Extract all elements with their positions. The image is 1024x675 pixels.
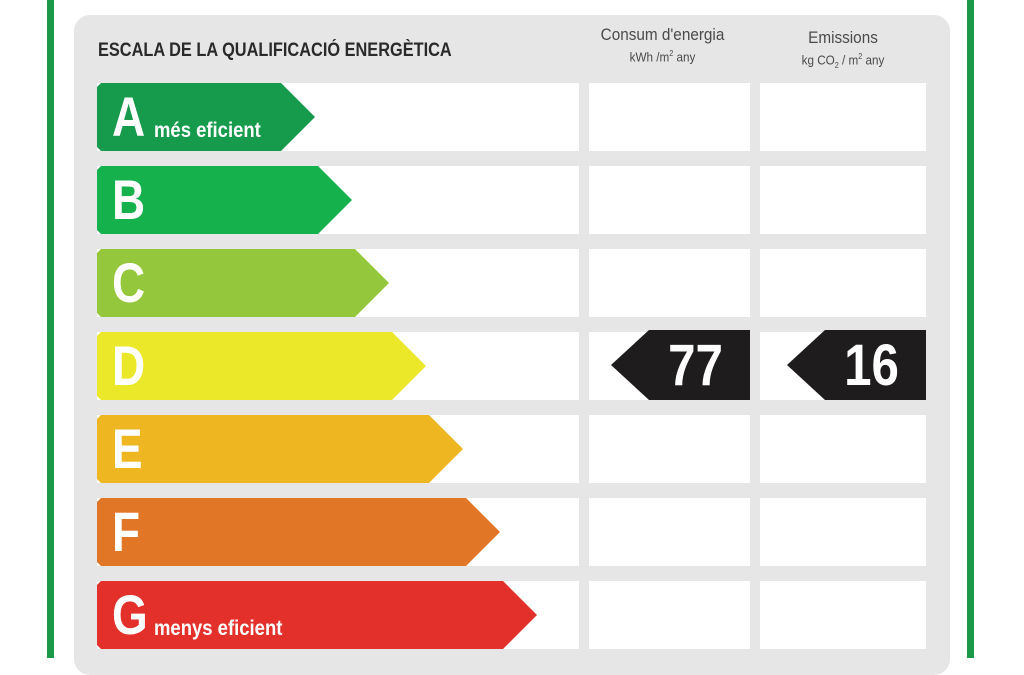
frame-left-border (47, 0, 54, 658)
energy-cell-e (589, 415, 750, 483)
frame-right-border (967, 0, 974, 658)
energy-column-label: Consum d'energia (600, 25, 725, 44)
emissions-cell-a (760, 83, 926, 151)
energy-indicator-value: 77 (668, 333, 723, 398)
rating-arrow-b: B (97, 166, 352, 234)
rating-letter-b: B (112, 168, 146, 231)
energy-indicator: 77 (611, 330, 750, 400)
rating-letter-a: A (112, 85, 146, 148)
energy-cell-c (589, 249, 750, 317)
emissions-cell-c (760, 249, 926, 317)
energy-cell-g (589, 581, 750, 649)
emissions-cell-b (760, 166, 926, 234)
energy-column-header: Consum d'energia kWh /m2 any (590, 25, 735, 64)
energy-cell-f (589, 498, 750, 566)
emissions-cell-g (760, 581, 926, 649)
energy-cell-a (589, 83, 750, 151)
rating-arrow-d: D (97, 332, 426, 400)
rating-letter-f: F (112, 500, 141, 563)
scale-title: ESCALA DE LA QUALIFICACIÓ ENERGÈTICA (98, 40, 452, 61)
energy-cell-b (589, 166, 750, 234)
energy-column-unit: kWh /m2 any (629, 49, 696, 65)
rating-letter-c: C (112, 251, 146, 314)
emissions-indicator: 16 (787, 330, 926, 400)
rating-arrow-f: F (97, 498, 500, 566)
emissions-column-header: Emissions kg CO2 / m2 any (760, 28, 926, 70)
rating-letter-g: G (112, 583, 148, 646)
rating-arrow-c: C (97, 249, 389, 317)
emissions-column-unit: kg CO2 / m2 any (801, 52, 885, 70)
emissions-indicator-value: 16 (844, 333, 899, 398)
rating-arrow-e: E (97, 415, 463, 483)
emissions-cell-e (760, 415, 926, 483)
rating-letter-d: D (112, 334, 146, 397)
emissions-column-label: Emissions (808, 28, 878, 47)
rating-letter-e: E (112, 417, 143, 480)
rating-sublabel-g: menys eficient (154, 617, 283, 640)
rating-sublabel-a: més eficient (154, 119, 261, 142)
emissions-cell-f (760, 498, 926, 566)
